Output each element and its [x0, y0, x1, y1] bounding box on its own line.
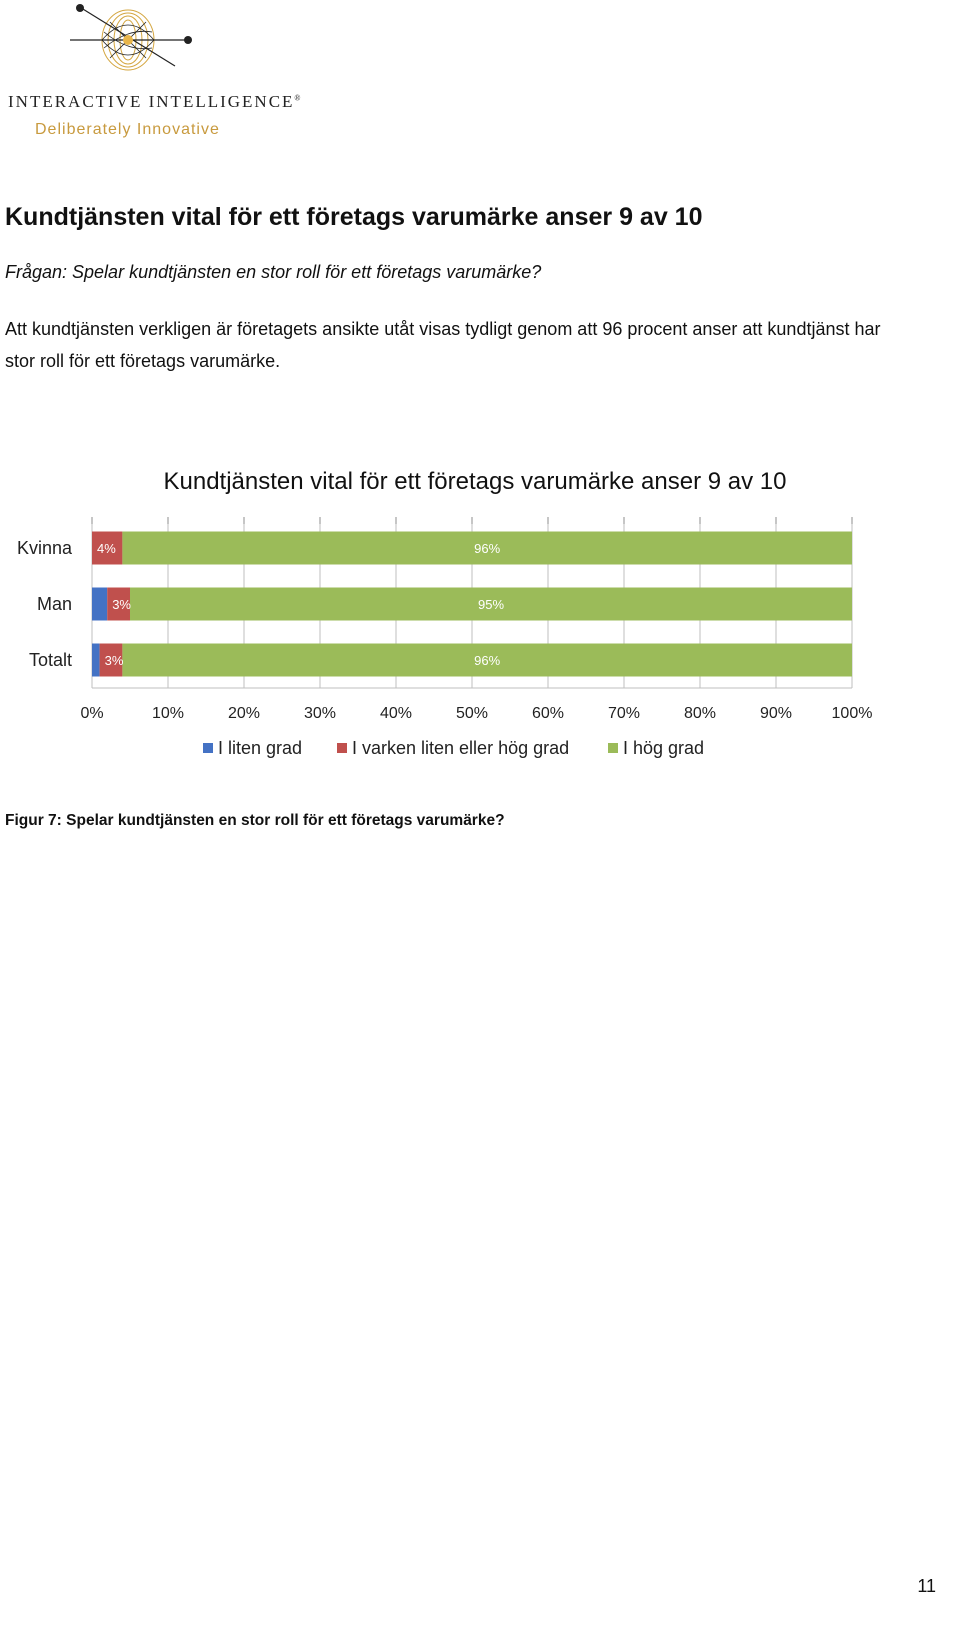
legend-label: I hög grad	[623, 738, 704, 758]
bar-segment	[107, 587, 130, 621]
legend-label: I liten grad	[218, 738, 302, 758]
x-tick-label: 90%	[760, 705, 792, 722]
bar-segment	[92, 531, 123, 565]
bar-segment	[122, 643, 852, 677]
legend-swatch	[203, 743, 213, 753]
data-label: 3%	[105, 653, 124, 668]
x-tick-label: 60%	[532, 705, 564, 722]
x-tick-label: 20%	[228, 705, 260, 722]
logo-tagline: Deliberately Innovative	[35, 121, 220, 138]
category-label: Totalt	[29, 650, 72, 670]
page-heading: Kundtjänsten vital för ett företags varu…	[5, 203, 703, 231]
data-label: 95%	[478, 597, 504, 612]
logo-emblem	[70, 4, 192, 71]
x-tick-label: 50%	[456, 705, 488, 722]
legend-swatch	[337, 743, 347, 753]
bar-segment	[92, 587, 108, 621]
company-logo	[70, 4, 192, 71]
data-label: 4%	[97, 541, 116, 556]
chart-title: Kundtjänsten vital för ett företags varu…	[163, 468, 786, 495]
data-label: 96%	[474, 653, 500, 668]
body-paragraph: Att kundtjänsten verkligen är företagets…	[5, 319, 881, 371]
bar-segment	[130, 587, 852, 621]
bar-segment	[122, 531, 852, 565]
figure-caption: Figur 7: Spelar kundtjänsten en stor rol…	[5, 812, 505, 829]
page-number: 11	[917, 1576, 936, 1596]
category-label: Kvinna	[17, 538, 73, 558]
logo-wordmark: INTERACTIVE INTELLIGENCE®	[8, 92, 303, 111]
x-tick-label: 30%	[304, 705, 336, 722]
bar-segment	[92, 643, 100, 677]
x-tick-label: 10%	[152, 705, 184, 722]
survey-question: Frågan: Spelar kundtjänsten en stor roll…	[5, 262, 542, 282]
data-label: 3%	[112, 597, 131, 612]
data-label: 96%	[474, 541, 500, 556]
x-tick-label: 100%	[832, 705, 873, 722]
x-tick-label: 0%	[80, 705, 103, 722]
x-tick-label: 80%	[684, 705, 716, 722]
x-tick-label: 40%	[380, 705, 412, 722]
legend-label: I varken liten eller hög grad	[352, 738, 569, 758]
stacked-bar-chart: Kundtjänsten vital för ett företags varu…	[17, 468, 873, 758]
legend-swatch	[608, 743, 618, 753]
bar-segment	[99, 643, 123, 677]
x-tick-label: 70%	[608, 705, 640, 722]
category-label: Man	[37, 594, 72, 614]
